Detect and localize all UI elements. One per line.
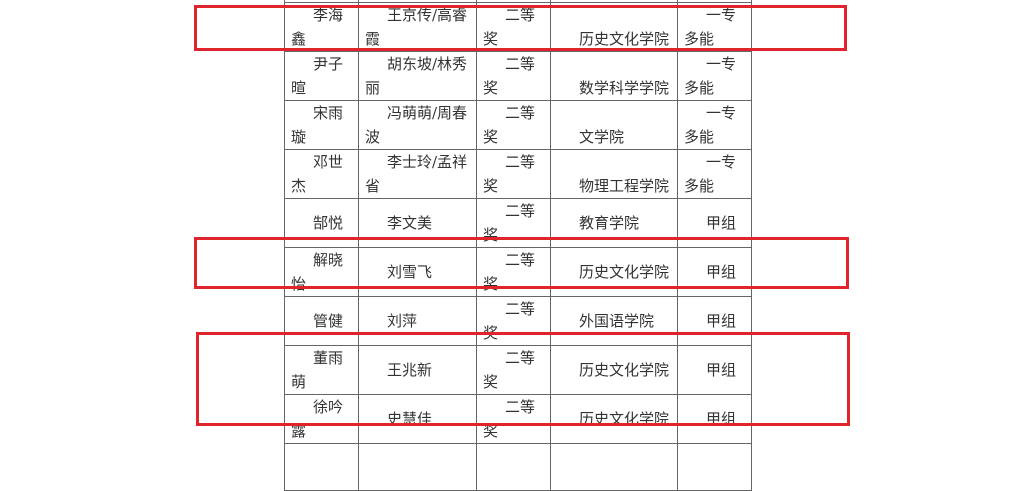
award: 二等奖 <box>476 296 551 346</box>
advisor: 史慧佳 <box>358 394 477 444</box>
college: 历史文化学院 <box>550 2 678 52</box>
group: 甲组 <box>677 198 752 248</box>
table-row: 管健 刘萍 二等奖 外国语学院 甲组 <box>284 296 752 346</box>
college: 历史文化学院 <box>550 247 678 297</box>
group: 一专多能 <box>677 100 752 150</box>
college: 文学院 <box>550 100 678 150</box>
advisor: 刘萍 <box>358 296 477 346</box>
student-name: 管健 <box>284 296 359 346</box>
college: 物理工程学院 <box>550 149 678 199</box>
group: 甲组 <box>677 345 752 395</box>
award: 二等奖 <box>476 100 551 150</box>
group: 甲组 <box>677 296 752 346</box>
group: 一专多能 <box>677 51 752 101</box>
award-table: 李海鑫 王京传/高睿霞 二等奖 历史文化学院 一专多能 尹子暄 胡东坡/林秀丽 … <box>284 0 752 491</box>
advisor: 刘雪飞 <box>358 247 477 297</box>
group: 一专多能 <box>677 149 752 199</box>
student-name: 尹子暄 <box>284 51 359 101</box>
table-row: 邓世杰 李士玲/孟祥省 二等奖 物理工程学院 一专多能 <box>284 149 752 199</box>
group: 甲组 <box>677 394 752 444</box>
student-name: 邓世杰 <box>284 149 359 199</box>
award: 二等奖 <box>476 247 551 297</box>
student-name: 徐吟露 <box>284 394 359 444</box>
award: 二等奖 <box>476 51 551 101</box>
student-name: 董雨萌 <box>284 345 359 395</box>
table-row: 李海鑫 王京传/高睿霞 二等奖 历史文化学院 一专多能 <box>284 2 752 52</box>
table-row: 解晓怡 刘雪飞 二等奖 历史文化学院 甲组 <box>284 247 752 297</box>
college: 数学科学学院 <box>550 51 678 101</box>
award: 二等奖 <box>476 345 551 395</box>
advisor: 李文美 <box>358 198 477 248</box>
award: 二等奖 <box>476 198 551 248</box>
college: 教育学院 <box>550 198 678 248</box>
group: 一专多能 <box>677 2 752 52</box>
advisor: 冯萌萌/周春波 <box>358 100 477 150</box>
advisor: 胡东坡/林秀丽 <box>358 51 477 101</box>
advisor: 王京传/高睿霞 <box>358 2 477 52</box>
table-row: 郜悦 李文美 二等奖 教育学院 甲组 <box>284 198 752 248</box>
group: 甲组 <box>677 247 752 297</box>
award: 二等奖 <box>476 394 551 444</box>
student-name: 宋雨璇 <box>284 100 359 150</box>
student-name: 李海鑫 <box>284 2 359 52</box>
table-row: 徐吟露 史慧佳 二等奖 历史文化学院 甲组 <box>284 394 752 444</box>
advisor: 李士玲/孟祥省 <box>358 149 477 199</box>
table-row: 宋雨璇 冯萌萌/周春波 二等奖 文学院 一专多能 <box>284 100 752 150</box>
student-name: 解晓怡 <box>284 247 359 297</box>
advisor: 王兆新 <box>358 345 477 395</box>
table-row: 董雨萌 王兆新 二等奖 历史文化学院 甲组 <box>284 345 752 395</box>
college: 历史文化学院 <box>550 345 678 395</box>
student-name: 郜悦 <box>284 198 359 248</box>
table-row: 尹子暄 胡东坡/林秀丽 二等奖 数学科学学院 一专多能 <box>284 51 752 101</box>
award: 二等奖 <box>476 149 551 199</box>
table-row-partial <box>284 443 752 491</box>
award: 二等奖 <box>476 2 551 52</box>
college: 外国语学院 <box>550 296 678 346</box>
college: 历史文化学院 <box>550 394 678 444</box>
